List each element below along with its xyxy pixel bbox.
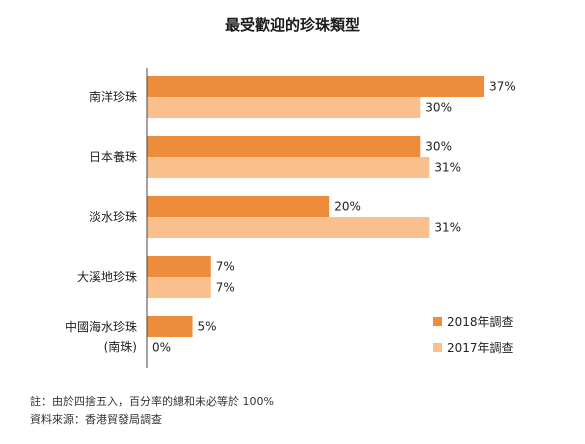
bar-2018-3 [147,256,211,277]
legend-label-2017: 2017年調查 [447,341,514,355]
category-label-3: 大溪地珍珠 [77,270,137,284]
source-note: 資料來源：香港貿發局調查 [30,413,162,426]
bar-2018-2 [147,196,330,217]
data-label-2017-2: 31% [434,221,461,235]
legend-swatch-2018 [433,317,442,326]
legend-label-2018: 2018年調查 [447,315,514,329]
bar-2017-2 [147,217,430,238]
chart-notes: 註：由於四捨五入，百分率的總和未必等於 100% 資料來源：香港貿發局調查 [30,393,274,429]
bar-2017-1 [147,157,430,178]
bar-2018-1 [147,136,421,157]
category-label-4-line0: 中國海水珍珠 [65,319,137,334]
data-label-2018-2: 20% [334,200,361,214]
category-label-2: 淡水珍珠 [89,210,137,224]
data-label-2018-4: 5% [198,320,217,334]
bar-2018-4 [147,316,193,337]
bar-2017-3 [147,277,211,298]
category-label-1: 日本養珠 [89,149,137,164]
data-label-2017-0: 30% [425,101,452,115]
data-label-2018-3: 7% [216,260,235,274]
data-label-2018-1: 30% [425,140,452,154]
data-label-2018-0: 37% [489,80,516,94]
category-label-0: 南洋珍珠 [89,89,137,104]
data-label-2017-1: 31% [434,161,461,175]
data-label-2017-3: 7% [216,281,235,295]
bar-2018-0 [147,76,485,97]
rounding-note: 註：由於四捨五入，百分率的總和未必等於 100% [30,395,274,408]
data-label-2017-4: 0% [152,341,171,355]
bar-2017-0 [147,97,421,118]
category-label-4-line1: (南珠) [104,339,137,354]
legend-swatch-2017 [433,343,442,352]
chart-title: 最受歡迎的珍珠類型 [224,16,360,34]
